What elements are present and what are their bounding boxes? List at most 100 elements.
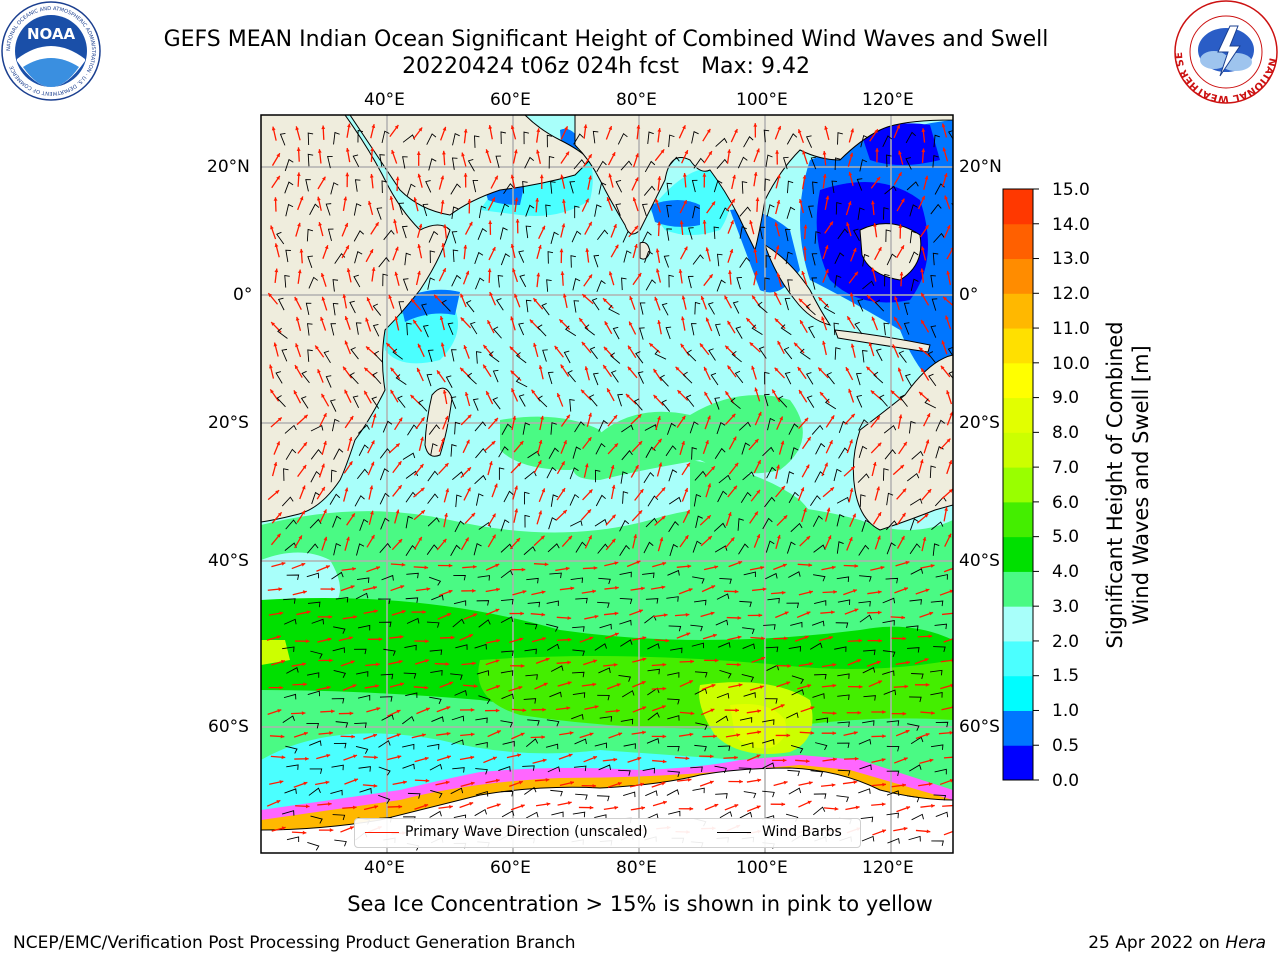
wind-barb [810,156,817,170]
lon-label-bottom: 60°E [490,858,531,878]
wind-barb [428,576,442,586]
wind-barb [641,203,648,217]
wave-arrow-head [876,176,881,181]
wave-arrow-head [787,663,791,668]
lon-label-top: 80°E [616,90,657,110]
wind-barb [527,450,540,459]
wave-arrow-head [661,705,666,709]
wave-arrow-head [417,244,422,248]
wind-barb [659,374,669,387]
wind-barb [958,812,970,817]
wave-arrow-head [420,487,425,492]
wave-arrow-head [581,341,586,346]
wind-barb [933,232,945,243]
wave-arrow-head [705,317,710,322]
wave-arrow-head [929,611,934,616]
wind-barb [667,672,680,678]
lat-label-right: 20°N [959,157,1002,177]
wave-arrow-head [713,734,717,739]
wave-arrow-head [398,539,403,544]
wind-barb [381,130,390,144]
wave-arrow-head [323,536,328,541]
wind-barb [452,618,465,628]
wind-barb [286,574,300,580]
wave-arrow-head [533,298,538,303]
wind-barb [635,351,644,364]
wind-barb [548,447,559,459]
wave-arrow-head [469,802,474,806]
wave-arrow-head [323,509,327,514]
wind-barb [547,543,560,553]
wave-arrow-head [613,415,618,420]
wind-barb [352,154,360,168]
wave-arrow-head [775,150,780,154]
wave-arrow-head [371,267,376,271]
wave-arrow-head [875,148,879,152]
wind-barb [332,515,342,528]
wind-barb [957,621,969,626]
wind-barb [522,422,531,435]
wave-arrow-head [538,244,542,249]
wind-barb [666,228,672,241]
wind-barb [352,395,360,409]
wind-barb [762,446,775,457]
wave-arrow-head [562,510,567,514]
colorbar-tick-label: 10.0 [1052,354,1090,374]
wind-barb [286,667,299,674]
wind-barb [397,395,406,408]
wind-barb [668,521,679,533]
wave-arrow-head [850,466,855,471]
wind-barb [933,794,947,801]
wave-arrow-head [707,415,711,420]
wind-barb [593,254,600,268]
wave-arrow-head [898,224,903,228]
colorbar-cell [1003,745,1033,781]
wind-barb [451,715,465,722]
wave-arrow-head [296,147,301,151]
wind-barb [325,375,332,388]
wind-barb [546,623,559,632]
wind-barb [646,738,660,744]
wave-arrow-head [518,685,523,690]
wave-arrow-head [689,732,694,737]
wave-arrow-head [397,461,402,466]
wind-barb [492,397,501,410]
wave-arrow-head [276,533,281,538]
wind-barb [738,767,752,774]
wind-barb [620,160,633,171]
wind-barb [856,395,863,408]
wave-arrow-head [366,297,371,302]
wave-arrow-head [279,611,284,616]
wind-barb [859,614,872,623]
wave-arrow-head [542,637,546,641]
wave-arrow-head [274,268,279,273]
wave-arrow-head [298,535,302,540]
wave-arrow-head [824,245,829,250]
wind-barb [661,399,671,412]
wind-barb [615,203,621,216]
wind-barb [668,134,675,148]
wave-arrow-head [276,153,280,158]
wave-arrow-head [904,684,909,689]
wind-barb [466,372,477,385]
wind-barb [308,276,318,289]
wind-barb [951,202,953,207]
wave-arrow-head [725,391,729,396]
wind-barb [934,623,948,630]
wind-barb [860,816,874,823]
wave-arrow-head [561,488,566,493]
wave-arrow-head [827,535,832,540]
wave-arrow-head [510,370,515,375]
wind-barb [815,717,829,724]
wave-arrow-head [953,637,957,641]
wave-arrow-head [850,343,855,348]
wave-arrow-head [542,758,547,763]
wave-arrow-head [662,662,667,667]
wave-arrow-head [564,126,568,131]
wave-arrow-head [784,611,789,616]
wave-arrow-head [682,125,686,130]
wave-arrow-head [344,389,348,394]
wind-barb [285,745,298,754]
wind-barb [445,375,453,388]
colorbar-tick-label: 9.0 [1052,388,1080,408]
